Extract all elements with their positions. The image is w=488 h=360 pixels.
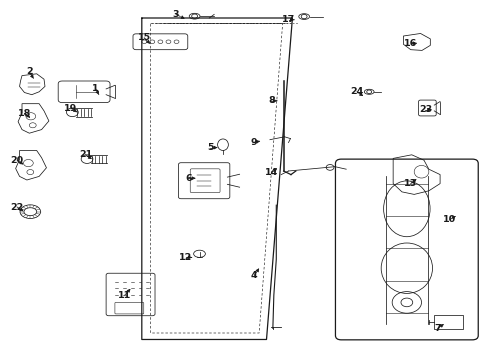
Text: 24: 24 bbox=[349, 87, 363, 96]
Text: 21: 21 bbox=[79, 150, 92, 159]
Text: 22: 22 bbox=[10, 202, 24, 211]
Text: 1: 1 bbox=[92, 84, 99, 93]
Text: 3: 3 bbox=[172, 10, 179, 19]
Text: 17: 17 bbox=[281, 15, 295, 24]
Text: 9: 9 bbox=[250, 138, 257, 147]
Text: 13: 13 bbox=[404, 179, 416, 188]
Bar bbox=[433, 315, 462, 329]
Text: 23: 23 bbox=[418, 105, 431, 114]
Text: 8: 8 bbox=[267, 96, 274, 105]
Text: 10: 10 bbox=[443, 215, 455, 224]
Text: 2: 2 bbox=[26, 68, 33, 77]
Text: 4: 4 bbox=[250, 271, 257, 280]
Text: 11: 11 bbox=[118, 291, 131, 300]
Text: 6: 6 bbox=[184, 174, 191, 183]
Text: 20: 20 bbox=[11, 156, 23, 165]
Text: 7: 7 bbox=[433, 324, 440, 333]
Text: 5: 5 bbox=[206, 143, 213, 152]
Text: 14: 14 bbox=[264, 168, 278, 177]
Text: 15: 15 bbox=[138, 33, 150, 42]
Text: 12: 12 bbox=[179, 253, 192, 262]
Text: 16: 16 bbox=[403, 39, 417, 48]
Text: 19: 19 bbox=[64, 104, 78, 112]
Text: 18: 18 bbox=[18, 109, 31, 118]
